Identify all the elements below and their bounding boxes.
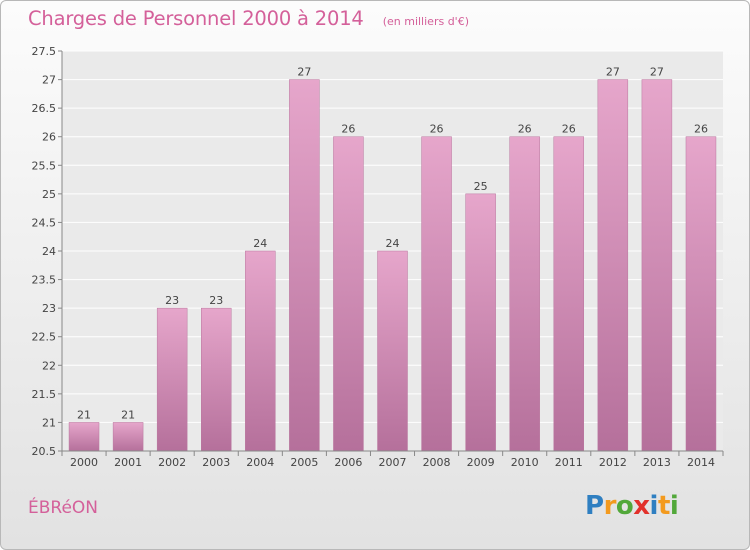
x-tick-label-2014: 2014 — [687, 456, 715, 469]
x-tick-label-2005: 2005 — [290, 456, 318, 469]
chart-unit-label: (en milliers d'€) — [382, 15, 469, 28]
bar-2003 — [201, 307, 232, 452]
y-tick-label: 23 — [42, 302, 56, 315]
data-label-2000: 21 — [77, 408, 91, 421]
logo-letter: i — [669, 491, 679, 521]
bar-2012 — [597, 79, 629, 452]
bar-2006 — [333, 136, 364, 452]
bar-2000 — [68, 422, 100, 452]
data-label-2010: 26 — [518, 123, 532, 136]
title-row: Charges de Personnel 2000 à 2014 (en mil… — [28, 7, 469, 30]
x-axis-ticks: 2000 2001 2002 2003 2004 2005 2006 2007 2008 2009… — [61, 451, 724, 469]
x-tick-label-2010: 2010 — [511, 456, 539, 469]
x-tick-label-2009: 2009 — [467, 456, 495, 469]
y-tick-label: 26.5 — [32, 102, 57, 115]
x-tick-label-2003: 2003 — [202, 456, 230, 469]
data-label-2008: 26 — [430, 123, 444, 136]
bar-2001 — [112, 422, 144, 452]
data-label-2013: 27 — [650, 66, 664, 79]
y-tick-label: 21.5 — [32, 388, 57, 401]
y-tick-label: 25 — [42, 188, 56, 201]
bar-2009 — [465, 193, 496, 452]
y-tick-label: 22 — [42, 359, 56, 372]
bar-2013 — [641, 79, 673, 452]
data-label-2011: 26 — [562, 123, 576, 136]
data-labels: 21 21 23 23 24 27 26 24 26 25 26 26 27 27 26 — [77, 66, 708, 422]
logo-letter: i — [649, 491, 659, 521]
data-label-2004: 24 — [253, 237, 267, 250]
x-tick-label-2008: 2008 — [423, 456, 451, 469]
logo-letter: P — [585, 491, 604, 521]
y-tick-label: 21 — [42, 416, 56, 429]
bar-2004 — [245, 250, 276, 452]
x-tick-label-2007: 2007 — [379, 456, 407, 469]
bar-2005 — [289, 79, 320, 452]
bar-2011 — [553, 136, 584, 452]
bar-2010 — [509, 136, 540, 452]
y-tick-label: 23.5 — [32, 274, 57, 287]
y-tick-label: 27.5 — [32, 45, 57, 58]
y-tick-label: 27 — [42, 74, 56, 87]
x-tick-label-2004: 2004 — [246, 456, 274, 469]
bar-2007 — [377, 250, 408, 452]
bars — [68, 79, 717, 452]
x-tick-label-2006: 2006 — [334, 456, 362, 469]
data-label-2001: 21 — [121, 408, 135, 421]
bar-2008 — [421, 136, 452, 452]
proxiti-logo: Proxiti — [585, 491, 679, 521]
data-label-2014: 26 — [694, 123, 708, 136]
y-tick-label: 24 — [42, 245, 56, 258]
bar-2014 — [685, 136, 717, 452]
x-tick-label-2013: 2013 — [643, 456, 671, 469]
commune-name: ÉBRéON — [28, 498, 99, 518]
logo-letter: o — [615, 491, 634, 521]
x-tick-label-2001: 2001 — [114, 456, 142, 469]
bar-2002 — [156, 307, 188, 452]
y-tick-label: 24.5 — [32, 216, 57, 229]
data-label-2012: 27 — [606, 66, 620, 79]
logo-letter: t — [657, 491, 670, 521]
y-tick-label: 22.5 — [32, 331, 57, 344]
data-label-2005: 27 — [297, 66, 311, 79]
data-label-2003: 23 — [209, 294, 223, 307]
x-tick-label-2000: 2000 — [70, 456, 98, 469]
y-tick-label: 20.5 — [32, 445, 57, 458]
y-axis-ticks: 20.5 21 21.5 22 22.5 23 23.5 24 24.5 25 25.5 26 26.5… — [32, 45, 62, 458]
y-tick-label: 26 — [42, 131, 56, 144]
x-tick-label-2011: 2011 — [555, 456, 583, 469]
data-label-2009: 25 — [474, 180, 488, 193]
x-tick-label-2012: 2012 — [599, 456, 627, 469]
data-label-2007: 24 — [386, 237, 400, 250]
logo-letter: r — [603, 491, 617, 521]
x-tick-label-2002: 2002 — [158, 456, 186, 469]
data-label-2006: 26 — [341, 123, 355, 136]
data-label-2002: 23 — [165, 294, 179, 307]
logo-letter: x — [633, 491, 650, 521]
chart-title: Charges de Personnel 2000 à 2014 — [28, 7, 364, 30]
y-tick-label: 25.5 — [32, 159, 57, 172]
